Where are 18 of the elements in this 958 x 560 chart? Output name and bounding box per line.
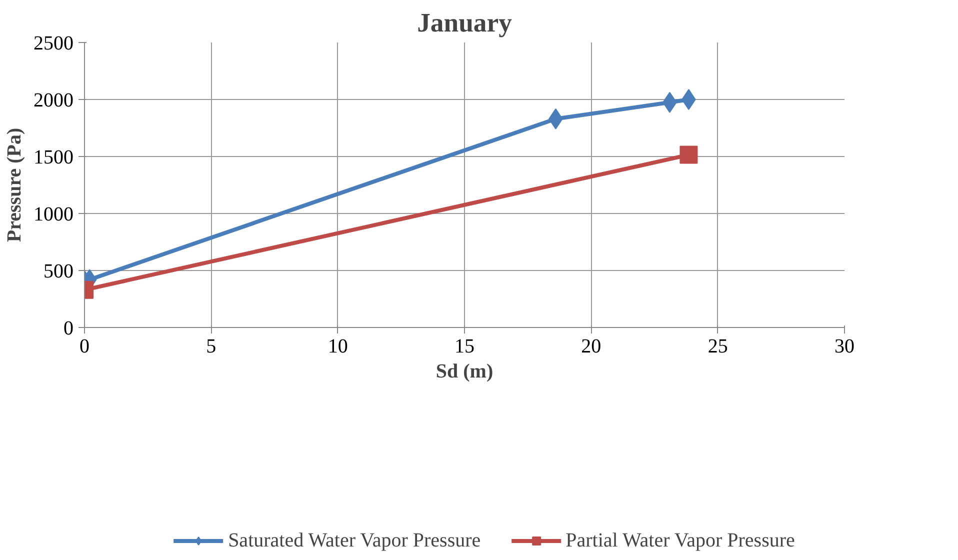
legend-label: Partial Water Vapor Pressure (566, 529, 795, 552)
x-tick-label: 10 (328, 336, 348, 358)
y-tick-label: 2500 (34, 32, 74, 54)
x-tick-label: 0 (80, 336, 90, 358)
y-tick-label: 500 (44, 260, 74, 282)
legend-label: Saturated Water Vapor Pressure (228, 529, 481, 552)
x-axis-title: Sd (m) (436, 360, 494, 382)
y-tick-label: 1000 (34, 204, 74, 226)
x-tick-label: 20 (581, 336, 602, 358)
x-tick-label: 25 (708, 336, 728, 358)
x-tick-label: 15 (454, 336, 474, 358)
y-tick-label: 1500 (34, 146, 74, 168)
y-tick-label: 2000 (34, 90, 74, 112)
x-tick-label: 5 (206, 336, 216, 358)
x-tick-label: 30 (834, 336, 854, 358)
y-tick-label: 0 (64, 318, 74, 340)
chart-title: January (417, 8, 513, 38)
y-axis-title: Pressure (Pa) (4, 128, 26, 242)
